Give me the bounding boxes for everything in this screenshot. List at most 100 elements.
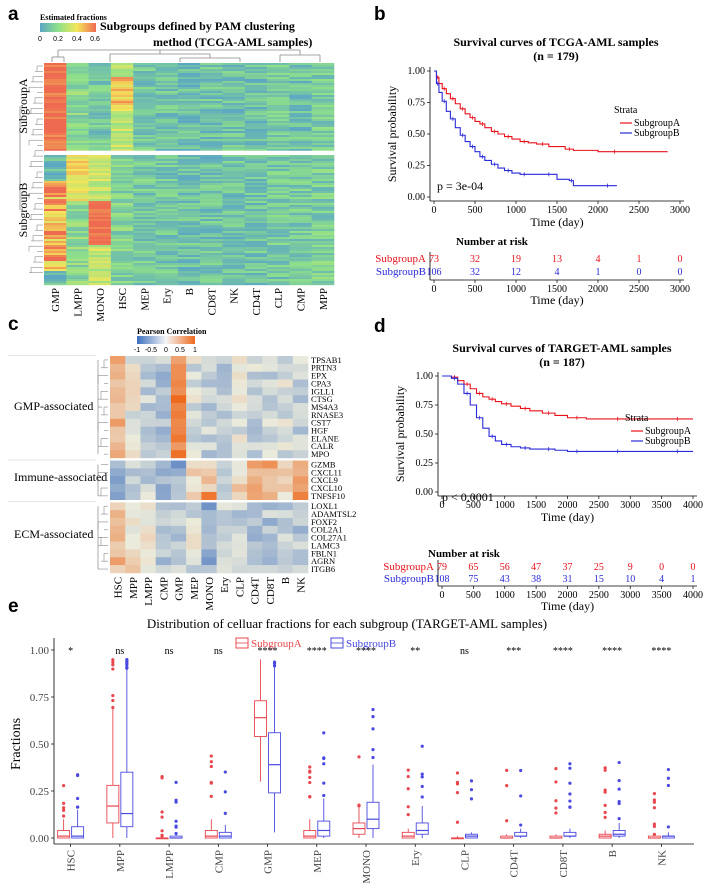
heatmap-a-cell bbox=[155, 271, 179, 274]
heatmap-a-cell bbox=[177, 145, 201, 148]
heatmap-a-cell bbox=[289, 81, 312, 84]
heatmap-a-cell bbox=[311, 223, 335, 226]
box-outlier bbox=[617, 817, 621, 821]
heatmap-a-cell bbox=[244, 237, 268, 240]
heatmap-a-cell bbox=[244, 89, 268, 92]
heatmap-a-cell bbox=[222, 167, 246, 170]
heatmap-c-cell bbox=[247, 460, 263, 469]
heatmap-a-cell bbox=[66, 101, 89, 104]
heatmap-c-cell bbox=[170, 525, 187, 534]
heatmap-c-cell bbox=[216, 410, 233, 420]
heatmap-a-cell bbox=[66, 115, 89, 118]
heatmap-c-cell bbox=[216, 518, 233, 527]
heatmap-a-cell bbox=[66, 231, 89, 234]
y-tick-label: 0.25 bbox=[416, 458, 434, 469]
heatmap-c-row-label: CXCL11 bbox=[311, 467, 342, 477]
heatmap-a-cell bbox=[289, 251, 312, 254]
heatmap-a-cell bbox=[66, 169, 89, 172]
heatmap-a-cell bbox=[110, 73, 134, 76]
heatmap-a-cell bbox=[177, 243, 201, 246]
heatmap-a-cell bbox=[177, 95, 201, 98]
heatmap-a-cell bbox=[244, 203, 268, 206]
heatmap-c-cell bbox=[186, 450, 202, 459]
heatmap-a-cell bbox=[244, 201, 268, 204]
heatmap-c-cell bbox=[186, 426, 202, 435]
heatmap-c-cell bbox=[231, 434, 248, 443]
heatmap-a-legend-title: Estimated fractions bbox=[40, 13, 107, 22]
heatmap-a-cell bbox=[311, 281, 335, 284]
heatmap-a-cell bbox=[222, 251, 246, 254]
heatmap-a-cell bbox=[66, 149, 89, 152]
heatmap-a-cell bbox=[177, 73, 201, 76]
heatmap-a-cell bbox=[267, 125, 290, 128]
heatmap-a-cell bbox=[133, 193, 156, 196]
heatmap-a-cell bbox=[155, 245, 179, 248]
significance-label: *** bbox=[506, 646, 521, 657]
heatmap-c-cell bbox=[155, 403, 172, 412]
heatmap-a-cell bbox=[44, 229, 67, 232]
risk-row-label: SubgroupA bbox=[383, 561, 434, 573]
heatmap-a-cell bbox=[289, 73, 312, 76]
heatmap-a-cell bbox=[289, 109, 312, 112]
heatmap-a-column-label: CD4T bbox=[251, 288, 263, 316]
heatmap-a-cell bbox=[155, 209, 179, 212]
heatmap-a-cell bbox=[289, 87, 312, 90]
heatmap-c-cell bbox=[140, 460, 156, 469]
heatmap-a-cell bbox=[222, 169, 246, 172]
heatmap-a-cell bbox=[244, 207, 268, 210]
heatmap-a-cell bbox=[311, 217, 335, 220]
heatmap-a-cell bbox=[133, 85, 156, 88]
heatmap-a-cell bbox=[88, 195, 112, 198]
heatmap-a-cell bbox=[110, 193, 134, 196]
heatmap-a-cell bbox=[44, 163, 67, 166]
heatmap-c-cell bbox=[155, 549, 172, 558]
heatmap-a-cell bbox=[267, 253, 290, 256]
heatmap-a-cell bbox=[155, 241, 179, 244]
heatmap-a-cell bbox=[177, 221, 201, 224]
box-outlier bbox=[554, 799, 558, 803]
heatmap-c-cell bbox=[231, 410, 248, 420]
heatmap-c-cell bbox=[247, 549, 263, 558]
heatmap-a-cell bbox=[200, 281, 223, 284]
heatmap-c-cell bbox=[140, 442, 156, 451]
heatmap-a-cell bbox=[66, 233, 89, 236]
heatmap-a-row-dendrogram bbox=[19, 65, 43, 273]
box-outlier bbox=[469, 779, 474, 783]
heatmap-c-cell bbox=[216, 549, 233, 558]
heatmap-a-cell bbox=[222, 283, 246, 286]
heatmap-a-cell bbox=[66, 79, 89, 82]
heatmap-c-cell bbox=[155, 418, 172, 427]
box-outlier bbox=[209, 794, 213, 798]
heatmap-a-cell bbox=[222, 241, 246, 244]
heatmap-a-cell bbox=[133, 247, 156, 250]
heatmap-a-cell bbox=[88, 157, 112, 160]
heatmap-a-cell bbox=[155, 257, 179, 260]
heatmap-a-cell bbox=[110, 79, 134, 82]
heatmap-a-cell bbox=[110, 259, 134, 262]
heatmap-a-cell bbox=[311, 199, 335, 202]
heatmap-a-cell bbox=[177, 175, 201, 178]
heatmap-c-cell bbox=[110, 403, 126, 412]
heatmap-c-cell bbox=[247, 442, 263, 451]
heatmap-a-cell bbox=[289, 77, 312, 80]
heatmap-a-cell bbox=[177, 157, 201, 160]
heatmap-a-cell bbox=[110, 275, 134, 278]
heatmap-a-cell bbox=[244, 105, 268, 108]
heatmap-a-cell bbox=[222, 105, 246, 108]
heatmap-a-cell bbox=[133, 231, 156, 234]
heatmap-a-cell bbox=[44, 245, 67, 248]
heatmap-a-cell bbox=[44, 207, 67, 210]
heatmap-a-cell bbox=[66, 67, 89, 70]
heatmap-a-cell bbox=[66, 265, 89, 268]
box-outlier bbox=[603, 815, 607, 820]
significance-label: ns bbox=[165, 646, 174, 657]
heatmap-a-cell bbox=[88, 275, 112, 278]
heatmap-c-cell bbox=[277, 418, 294, 427]
heatmap-a-cell bbox=[133, 181, 156, 184]
heatmap-a-cell bbox=[44, 173, 67, 176]
heatmap-a-cell bbox=[66, 171, 89, 174]
heatmap-c-cell bbox=[262, 356, 278, 365]
heatmap-c-cell bbox=[216, 418, 233, 427]
heatmap-a-cell bbox=[177, 77, 201, 80]
box-outlier bbox=[420, 784, 424, 789]
